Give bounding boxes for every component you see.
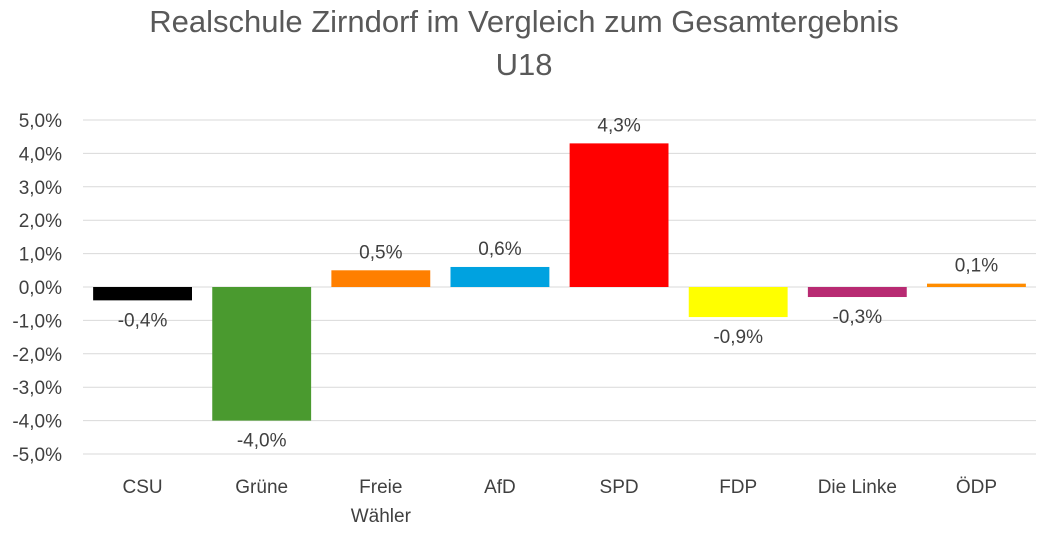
data-label: -0,9% <box>713 327 763 348</box>
x-category-label: Freie <box>359 477 402 498</box>
data-label: 0,5% <box>359 242 402 263</box>
x-category-label: Grüne <box>235 477 288 498</box>
bars <box>93 143 1026 421</box>
y-tick-label: -1,0% <box>12 311 62 332</box>
x-category-label: ÖDP <box>956 477 997 498</box>
bar-afd <box>450 266 550 287</box>
x-category-label: CSU <box>123 477 163 498</box>
data-labels: -0,4% -4,0% 0,5% 0,6% 4,3% -0,9% -0,3% 0,1% <box>118 115 998 451</box>
y-tick-label: 0,0% <box>19 278 62 299</box>
y-tick-label: 2,0% <box>19 211 62 232</box>
data-label: 0,1% <box>955 256 998 277</box>
bar-die-linke <box>807 287 907 298</box>
y-tick-label: 5,0% <box>19 111 62 132</box>
y-tick-label: -4,0% <box>12 412 62 433</box>
data-label: -4,0% <box>237 431 287 452</box>
y-tick-label: 1,0% <box>19 245 62 266</box>
x-category-label: AfD <box>484 477 516 498</box>
y-tick-label: -5,0% <box>12 445 62 466</box>
y-tick-label: -2,0% <box>12 345 62 366</box>
bar-grüne <box>212 287 312 421</box>
y-tick-label: 4,0% <box>19 144 62 165</box>
chart-subtitle: U18 <box>495 47 553 82</box>
bar-ödp <box>927 283 1026 287</box>
x-axis-category-labels: CSU Grüne Freie Wähler AfD SPD FDP Die Linke ÖDP <box>123 477 998 527</box>
y-axis-tick-labels: 5,0% 4,0% 3,0% 2,0% 1,0% 0,0% -1,0% -2,0% -3,0% -… <box>12 111 62 466</box>
x-category-label: SPD <box>600 477 639 498</box>
bar-fdp <box>688 287 788 318</box>
bar-freie-wähler <box>331 270 431 287</box>
y-tick-label: 3,0% <box>19 178 62 199</box>
data-label: -0,3% <box>832 307 882 328</box>
x-category-label: FDP <box>719 477 757 498</box>
y-tick-label: -3,0% <box>12 378 62 399</box>
chart-title: Realschule Zirndorf im Vergleich zum Ges… <box>149 4 899 39</box>
data-label: -0,4% <box>118 310 168 331</box>
x-category-label: Wähler <box>351 506 412 527</box>
x-category-label: Die Linke <box>818 477 897 498</box>
bar-csu <box>93 287 192 301</box>
bar-spd <box>569 143 669 287</box>
data-label: 0,6% <box>478 239 521 260</box>
data-label: 4,3% <box>597 115 640 136</box>
